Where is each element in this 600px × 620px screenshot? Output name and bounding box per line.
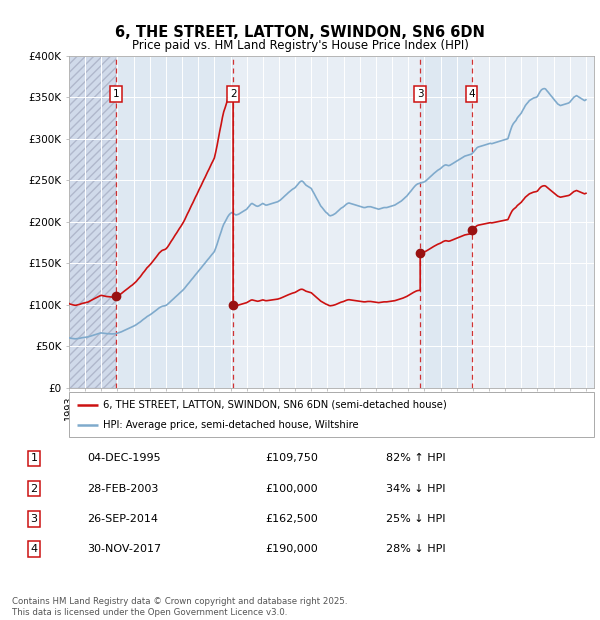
Text: 1: 1 <box>113 89 119 99</box>
Text: Contains HM Land Registry data © Crown copyright and database right 2025.
This d: Contains HM Land Registry data © Crown c… <box>12 598 347 617</box>
Text: HPI: Average price, semi-detached house, Wiltshire: HPI: Average price, semi-detached house,… <box>103 420 359 430</box>
Text: 34% ↓ HPI: 34% ↓ HPI <box>386 484 446 494</box>
Text: £190,000: £190,000 <box>265 544 318 554</box>
Text: 82% ↑ HPI: 82% ↑ HPI <box>386 453 446 463</box>
Text: 3: 3 <box>417 89 424 99</box>
Text: £100,000: £100,000 <box>265 484 318 494</box>
Bar <box>420 56 472 388</box>
Bar <box>69 56 116 388</box>
Text: 30-NOV-2017: 30-NOV-2017 <box>87 544 161 554</box>
Text: 28-FEB-2003: 28-FEB-2003 <box>87 484 158 494</box>
Text: 28% ↓ HPI: 28% ↓ HPI <box>386 544 446 554</box>
Text: 4: 4 <box>31 544 37 554</box>
Text: 4: 4 <box>468 89 475 99</box>
Text: 6, THE STREET, LATTON, SWINDON, SN6 6DN (semi-detached house): 6, THE STREET, LATTON, SWINDON, SN6 6DN … <box>103 399 447 410</box>
Bar <box>116 56 233 388</box>
Text: 3: 3 <box>31 514 37 524</box>
Text: 1: 1 <box>31 453 37 463</box>
Text: 2: 2 <box>31 484 37 494</box>
Text: 6, THE STREET, LATTON, SWINDON, SN6 6DN: 6, THE STREET, LATTON, SWINDON, SN6 6DN <box>115 25 485 40</box>
Text: 25% ↓ HPI: 25% ↓ HPI <box>386 514 446 524</box>
Text: 2: 2 <box>230 89 236 99</box>
Text: £162,500: £162,500 <box>265 514 318 524</box>
Text: £109,750: £109,750 <box>265 453 319 463</box>
Text: 26-SEP-2014: 26-SEP-2014 <box>87 514 158 524</box>
Text: 04-DEC-1995: 04-DEC-1995 <box>87 453 161 463</box>
Text: Price paid vs. HM Land Registry's House Price Index (HPI): Price paid vs. HM Land Registry's House … <box>131 39 469 52</box>
